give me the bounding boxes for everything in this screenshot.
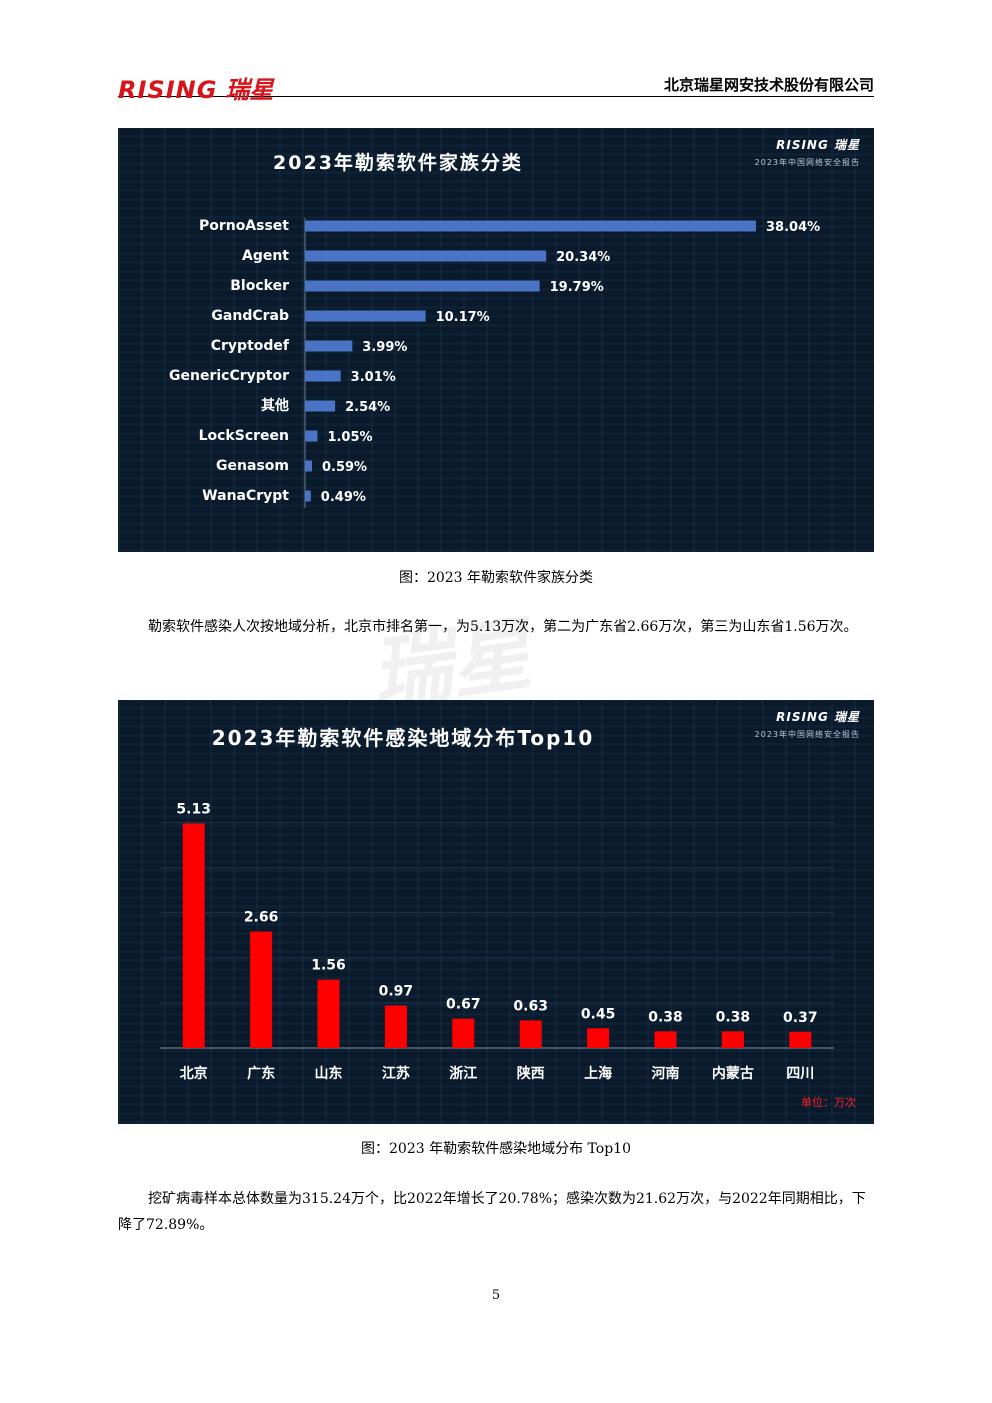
data-label: 0.63 [513, 998, 548, 1014]
category-label: LockScreen [199, 428, 289, 444]
data-label: 19.79% [550, 280, 604, 295]
region-chart-panel: 2023年勒索软件感染地域分布Top10 RISING 瑞星 2023年中国网络… [118, 700, 874, 1124]
data-label: 0.37 [783, 1010, 818, 1026]
region-bar-chart: 5.13 北京 2.66 广东 1.56 山东 0.97 江苏 0.67 浙江 0.63 陕西 0.45… [160, 801, 834, 1082]
logo-cn: 瑞星 [225, 76, 274, 104]
chart-brand-logo: RISING 瑞星 [776, 710, 860, 724]
bar [305, 430, 318, 442]
data-label: 10.17% [436, 310, 490, 325]
chart-brand-subtitle: 2023年中国网络安全报告 [754, 730, 860, 739]
category-label: 北京 [180, 1065, 208, 1082]
data-label: 20.34% [556, 250, 610, 265]
data-label: 0.97 [379, 984, 414, 1000]
page-number: 5 [491, 1288, 501, 1303]
chart-brand-subtitle: 2023年中国网络安全报告 [754, 158, 860, 167]
bar [384, 1005, 407, 1048]
category-label: 陕西 [517, 1065, 545, 1082]
category-label: 其他 [261, 397, 289, 414]
category-label: 上海 [584, 1065, 612, 1082]
data-label: 0.49% [321, 490, 366, 505]
region-chart-title: 2023年勒索软件感染地域分布Top10 [211, 726, 595, 750]
data-label: 0.45 [581, 1006, 616, 1022]
chart-brand-logo: RISING 瑞星 [776, 138, 860, 152]
matrix-background [118, 128, 874, 552]
bar [721, 1031, 744, 1048]
figure1-caption: 图：2023 年勒索软件家族分类 [398, 570, 594, 586]
data-label: 3.01% [351, 370, 396, 385]
category-label: 江苏 [382, 1065, 410, 1082]
category-label: Blocker [230, 278, 289, 294]
bar [452, 1018, 475, 1048]
data-label: 3.99% [362, 340, 407, 355]
bar [305, 220, 756, 232]
bar [305, 280, 540, 292]
rising-logo: RISING 瑞星 [118, 70, 273, 105]
data-label: 0.59% [322, 460, 367, 475]
category-label: 四川 [786, 1066, 814, 1082]
category-label: 浙江 [449, 1065, 477, 1082]
logo-latin: RISING [118, 76, 218, 104]
bar [654, 1031, 677, 1048]
family-chart-panel: 2023年勒索软件家族分类 RISING 瑞星 2023年中国网络安全报告 Po… [118, 128, 874, 552]
company-name: 北京瑞星网安技术股份有限公司 [663, 76, 874, 94]
category-label: PornoAsset [199, 218, 289, 234]
bar [305, 340, 353, 352]
category-label: Cryptodef [211, 338, 290, 354]
data-label: 0.38 [716, 1009, 751, 1025]
category-label: 广东 [247, 1065, 275, 1082]
paragraph-mining: 挖矿病毒样本总体数量为315.24万个，比2022年增长了20.78%；感染次数… [118, 1191, 866, 1233]
category-label: WanaCrypt [202, 488, 289, 504]
bar [305, 310, 426, 322]
bar [519, 1020, 542, 1048]
data-label: 2.66 [244, 910, 279, 926]
category-label: 河南 [652, 1065, 680, 1082]
bar [305, 400, 336, 412]
data-label: 38.04% [766, 220, 820, 235]
bar [789, 1031, 812, 1048]
category-label: 山东 [315, 1065, 343, 1082]
matrix-background [118, 700, 874, 1124]
category-label: Genasom [216, 458, 289, 474]
data-label: 1.56 [311, 958, 346, 974]
category-label: GenericCryptor [169, 368, 289, 384]
data-label: 1.05% [327, 430, 372, 445]
unit-label: 单位：万次 [801, 1096, 856, 1109]
category-label: Agent [242, 248, 289, 264]
bar [305, 370, 341, 382]
bar [182, 823, 205, 1048]
chart-brand: RISING 瑞星 2023年中国网络安全报告 [755, 708, 860, 740]
page-header: RISING 瑞星 北京瑞星网安技术股份有限公司 [118, 66, 874, 104]
data-label: 5.13 [176, 801, 211, 817]
bar [305, 490, 311, 502]
data-label: 0.38 [648, 1009, 683, 1025]
bar [250, 931, 273, 1048]
category-label: GandCrab [211, 308, 289, 324]
paragraph-region-analysis: 勒索软件感染人次按地域分析，北京市排名第一，为5.13万次，第二为广东省2.66… [148, 619, 858, 635]
data-label: 2.54% [345, 400, 390, 415]
family-bar-chart: PornoAsset 38.04% Agent 20.34% Blocker 19.79%… [169, 218, 820, 508]
family-chart-title: 2023年勒索软件家族分类 [273, 152, 523, 174]
bar [317, 979, 340, 1048]
bar [305, 460, 312, 472]
chart-brand: RISING 瑞星 2023年中国网络安全报告 [755, 136, 860, 168]
category-label: 内蒙古 [712, 1065, 754, 1082]
figure2-caption: 图：2023 年勒索软件感染地域分布 Top10 [361, 1141, 631, 1157]
bar [305, 250, 547, 262]
data-label: 0.67 [446, 997, 481, 1013]
bar [587, 1028, 610, 1048]
